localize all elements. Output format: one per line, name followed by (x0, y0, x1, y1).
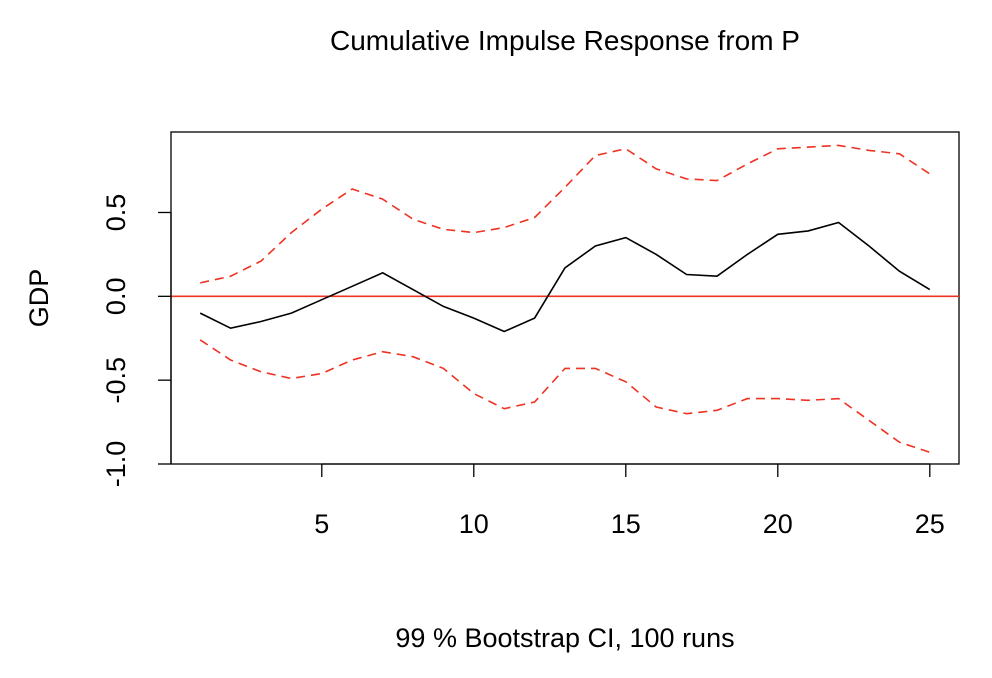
y-tick-label: -0.5 (101, 357, 131, 404)
response-series-line (199, 221, 931, 333)
x-tick-label: 5 (314, 509, 329, 539)
y-axis-label: GDP (24, 269, 54, 328)
x-axis: 5 10 15 20 25 (314, 463, 945, 539)
x-tick-label: 10 (459, 509, 489, 539)
y-tick-label: 0.0 (101, 278, 131, 316)
x-tick-label: 15 (611, 509, 641, 539)
plot-frame (170, 131, 960, 465)
x-tick-label: 20 (763, 509, 793, 539)
lower-series-line (199, 339, 931, 454)
y-axis: -1.0 -0.5 0.0 0.5 (101, 194, 172, 488)
series-layer (199, 144, 931, 454)
chart-title: Cumulative Impulse Response from P (330, 25, 800, 56)
y-tick-label: 0.5 (101, 194, 131, 232)
x-tick-label: 25 (915, 509, 945, 539)
y-tick-label: -1.0 (101, 441, 131, 488)
upper-series-line (200, 144, 931, 284)
x-axis-label: 99 % Bootstrap CI, 100 runs (395, 623, 734, 653)
